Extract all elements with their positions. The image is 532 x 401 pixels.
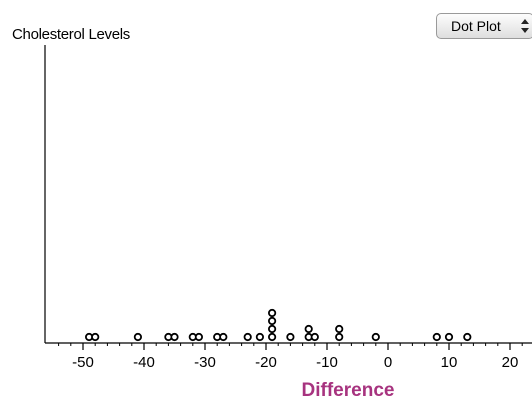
- data-point: [92, 334, 98, 340]
- data-point: [245, 334, 251, 340]
- x-tick-label: -20: [255, 354, 277, 371]
- data-points: [86, 310, 471, 340]
- x-axis-label: Difference: [302, 380, 395, 401]
- data-point: [196, 334, 202, 340]
- data-point: [373, 334, 379, 340]
- data-point: [171, 334, 177, 340]
- x-tick-label: -40: [133, 354, 155, 371]
- data-point: [434, 334, 440, 340]
- data-point: [269, 334, 275, 340]
- major-ticks: [83, 343, 510, 350]
- x-tick-label: -30: [194, 354, 216, 371]
- x-tick-label: -10: [316, 354, 338, 371]
- data-point: [336, 326, 342, 332]
- x-tick-labels: -50 -40 -30 -20 -10 0 10 20: [72, 354, 518, 371]
- x-tick-label: -50: [72, 354, 94, 371]
- data-point: [269, 326, 275, 332]
- data-point: [446, 334, 452, 340]
- x-tick-label: 0: [384, 354, 392, 371]
- data-point: [336, 334, 342, 340]
- data-point: [220, 334, 226, 340]
- data-point: [312, 334, 318, 340]
- data-point: [257, 334, 263, 340]
- data-point: [269, 310, 275, 316]
- data-point: [464, 334, 470, 340]
- x-tick-label: 10: [441, 354, 458, 371]
- x-tick-label: 20: [502, 354, 519, 371]
- data-point: [287, 334, 293, 340]
- data-point: [135, 334, 141, 340]
- data-point: [306, 326, 312, 332]
- data-point: [269, 318, 275, 324]
